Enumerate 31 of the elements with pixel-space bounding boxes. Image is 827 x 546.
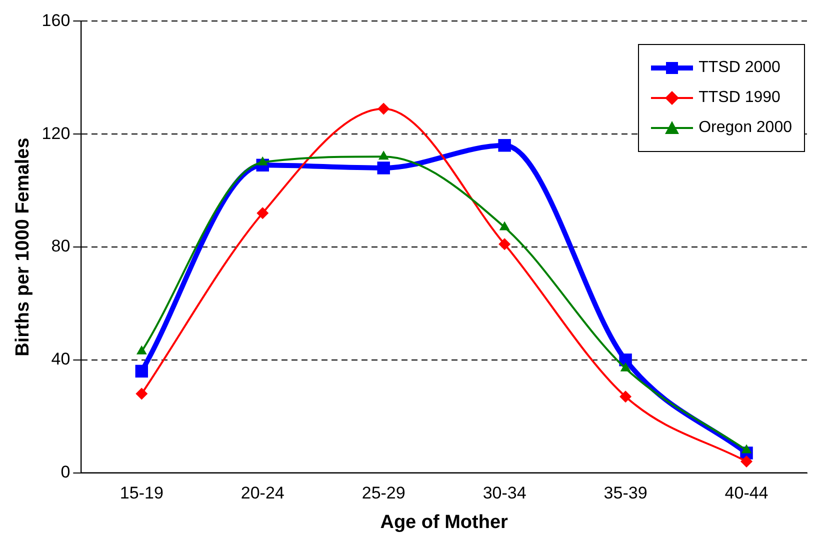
point (256, 207, 269, 220)
y-tick-label: 160 (42, 10, 70, 30)
point (378, 150, 389, 160)
point (377, 162, 390, 174)
point (499, 221, 510, 230)
point (135, 364, 148, 378)
point (136, 345, 147, 354)
x-tick-label: 20-24 (240, 484, 284, 503)
point (620, 390, 632, 403)
legend-label: Oregon 2000 (698, 119, 792, 137)
point (741, 444, 752, 454)
x-tick-label: 30-34 (482, 484, 526, 503)
x-tick-label: 15-19 (120, 484, 164, 503)
point (740, 456, 753, 468)
point (498, 139, 511, 152)
x-tick-label: 35-39 (604, 484, 648, 503)
y-axis-title: Births per 1000 Females (12, 138, 34, 356)
x-axis-title: Age of Mother (380, 512, 509, 533)
y-tick-label: 120 (42, 124, 70, 143)
point (378, 102, 390, 115)
x-tick-label: 40-44 (724, 484, 768, 503)
point (620, 362, 631, 372)
point (136, 388, 148, 400)
y-tick-label: 0 (60, 462, 70, 482)
point (257, 156, 268, 166)
legend-label: TTSD 2000 (698, 59, 780, 77)
x-tick-label: 25-29 (362, 484, 406, 503)
legend-label: TTSD 1990 (698, 89, 780, 107)
y-tick-label: 40 (51, 350, 70, 369)
point (498, 238, 511, 250)
y-tick-label: 80 (51, 236, 70, 256)
